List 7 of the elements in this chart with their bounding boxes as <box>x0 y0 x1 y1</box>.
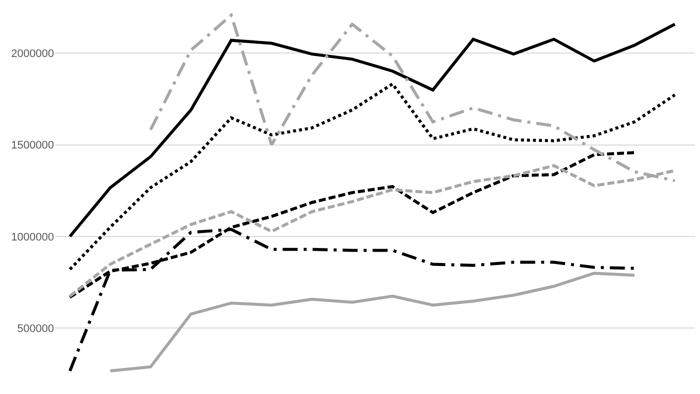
y-tick-label: 500000 <box>17 322 54 335</box>
line-series <box>68 22 676 238</box>
y-tick-label: 1500000 <box>11 140 54 152</box>
y-tick-label: 2000000 <box>11 48 54 60</box>
line-series <box>108 272 636 372</box>
line-series <box>68 82 676 271</box>
y-tick-label: 1000000 <box>11 231 54 244</box>
